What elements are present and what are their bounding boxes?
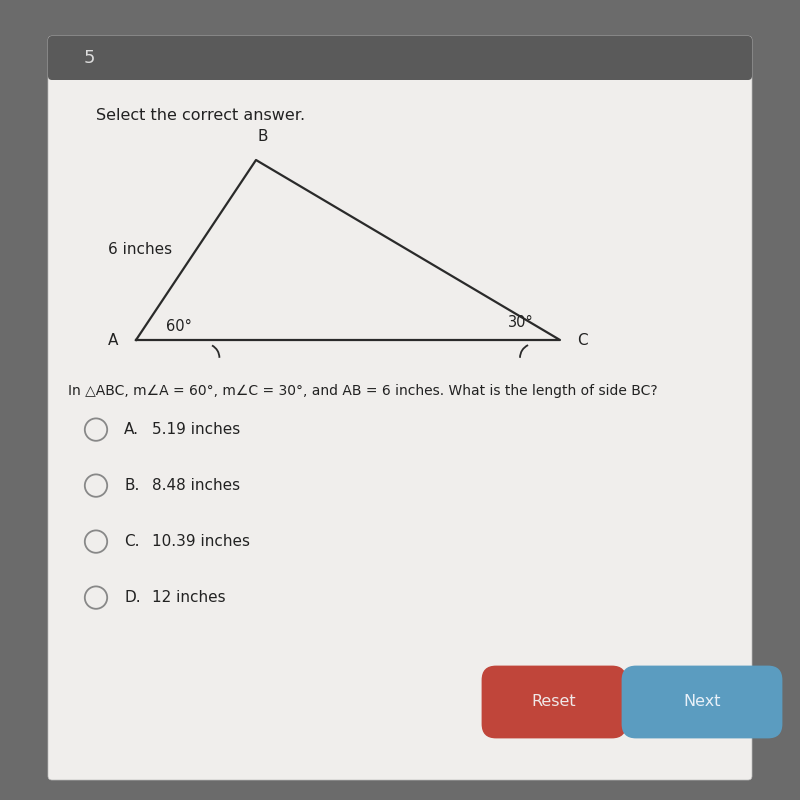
Text: A: A [108,333,118,347]
Text: C.: C. [124,534,139,549]
Text: 5.19 inches: 5.19 inches [152,422,240,437]
Text: 8.48 inches: 8.48 inches [152,478,240,493]
Text: Reset: Reset [532,694,576,710]
Text: In △ABC, m∠A = 60°, m∠C = 30°, and AB = 6 inches. What is the length of side BC?: In △ABC, m∠A = 60°, m∠C = 30°, and AB = … [68,384,658,398]
Text: A.: A. [124,422,139,437]
Text: Next: Next [683,694,721,710]
Text: 60°: 60° [166,318,192,334]
Text: 5: 5 [84,49,95,67]
Text: 30°: 30° [508,315,534,330]
FancyBboxPatch shape [48,36,752,80]
Text: Select the correct answer.: Select the correct answer. [96,108,305,123]
FancyBboxPatch shape [48,36,752,780]
Text: 12 inches: 12 inches [152,590,226,605]
Text: D.: D. [124,590,141,605]
FancyBboxPatch shape [482,666,626,738]
Circle shape [85,418,107,441]
Circle shape [85,586,107,609]
Text: 10.39 inches: 10.39 inches [152,534,250,549]
Text: 6 inches: 6 inches [108,242,172,258]
Text: C: C [578,333,588,347]
Circle shape [85,530,107,553]
Text: B.: B. [124,478,139,493]
FancyBboxPatch shape [622,666,782,738]
Circle shape [85,474,107,497]
Text: B: B [257,129,268,144]
